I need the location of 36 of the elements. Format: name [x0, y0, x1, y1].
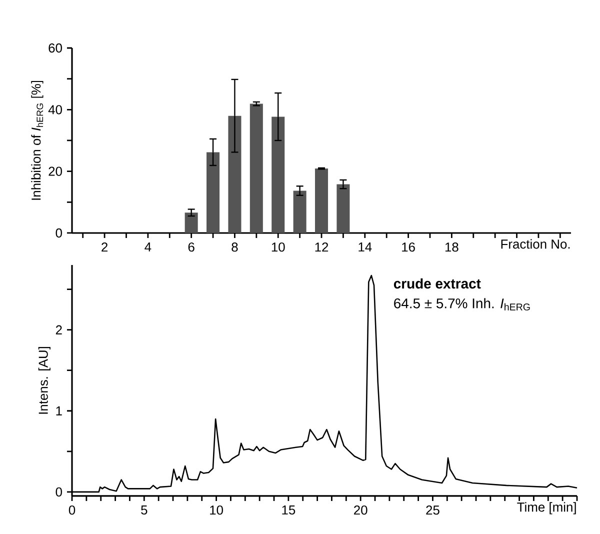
x-tick-label: 18 — [445, 242, 458, 252]
y-tick-label: 60 — [48, 43, 62, 53]
x-axis-title: Time [min] — [517, 502, 576, 514]
x-tick-label: 15 — [282, 506, 296, 515]
bar — [250, 104, 263, 233]
x-tick-label: 10 — [272, 242, 285, 252]
bar — [293, 190, 306, 233]
x-tick-label: 0 — [68, 505, 76, 515]
bar — [184, 212, 198, 233]
x-tick-label: 10 — [210, 505, 223, 515]
bar — [228, 116, 242, 233]
y-tick-label: 2 — [56, 325, 62, 334]
annotation: 64.5 ± 5.7% Inh. I$_{hERG}$ — [394, 298, 530, 310]
y-tick-label: 40 — [48, 105, 62, 114]
annotation: crude extract — [394, 278, 481, 289]
x-tick-label: 6 — [188, 242, 194, 252]
x-axis-title: Fraction No. — [501, 239, 570, 249]
x-tick-label: 20 — [354, 505, 368, 515]
x-tick-label: 16 — [402, 242, 415, 252]
y-tick-label: 0 — [56, 487, 62, 497]
bar — [272, 116, 285, 233]
x-tick-label: 12 — [315, 242, 328, 252]
x-tick-label: 25 — [426, 505, 440, 515]
bar — [336, 184, 350, 233]
y-axis-title: Inhibition of I$_{hERG}$ [%] — [31, 80, 44, 200]
bar — [206, 152, 220, 233]
x-tick-label: 14 — [358, 242, 372, 252]
x-tick-label: 2 — [102, 242, 108, 252]
x-tick-label: 5 — [141, 506, 148, 515]
y-axis-title: Intens. [AU] — [38, 346, 50, 414]
y-tick-label: 20 — [48, 166, 62, 176]
y-tick-label: 0 — [56, 228, 62, 238]
x-tick-label: 8 — [232, 242, 238, 252]
x-tick-label: 4 — [144, 242, 152, 252]
bar — [314, 168, 328, 233]
y-tick-label: 1 — [56, 406, 62, 416]
